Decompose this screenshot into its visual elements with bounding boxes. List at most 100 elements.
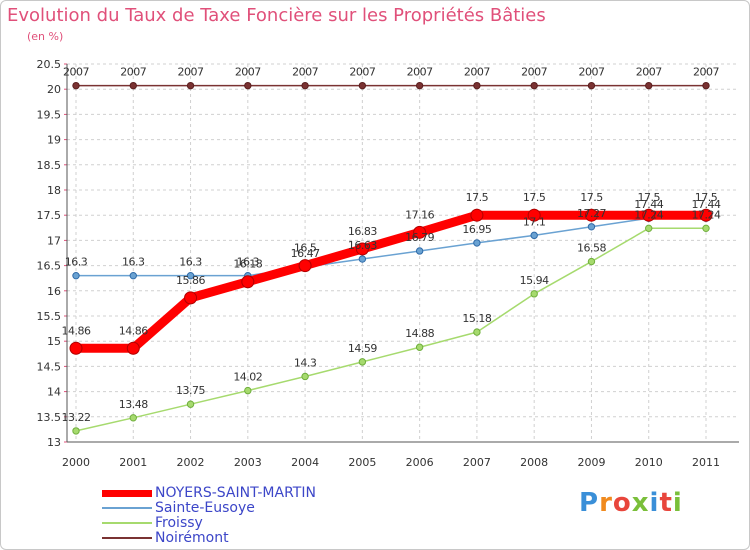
y-tick-label: 18 <box>47 184 61 197</box>
data-point-froissy <box>244 386 252 395</box>
data-point-noiremont <box>702 81 710 90</box>
legend-swatch-sainte-eusoye <box>102 507 152 509</box>
data-point-noyers-saint-martin <box>642 208 656 222</box>
data-point-froissy <box>530 290 538 298</box>
data-point-noiremont <box>129 81 137 90</box>
data-label-noyers-saint-martin: 17.5 <box>466 191 489 204</box>
data-point-froissy <box>415 343 424 351</box>
brand-letter: i <box>649 488 660 518</box>
data-label-noyers-saint-martin: 17.5 <box>523 191 546 204</box>
y-tick-label: 14.5 <box>37 360 62 373</box>
data-label-froissy: 15.94 <box>520 274 549 287</box>
data-label-noiremont: 2007 <box>349 66 375 79</box>
data-label-froissy: 14.3 <box>294 356 317 369</box>
data-point-sainte-eusoye <box>473 239 481 247</box>
brand-letter: r <box>599 488 613 518</box>
data-label-noiremont: 2007 <box>63 66 89 79</box>
data-label-sainte-eusoye: 16.3 <box>179 256 202 269</box>
y-tick-label: 19 <box>47 134 61 147</box>
data-point-froissy <box>645 224 653 233</box>
legend-label-sainte-eusoye: Sainte-Eusoye <box>155 500 255 516</box>
data-point-sainte-eusoye <box>72 271 80 280</box>
y-tick-label: 16 <box>47 285 61 298</box>
y-tick-label: 20 <box>47 83 61 96</box>
data-label-noiremont: 2007 <box>636 66 662 79</box>
y-tick-label: 15.5 <box>37 310 62 323</box>
x-tick-label: 2006 <box>406 456 434 469</box>
data-point-noyers-saint-martin <box>413 225 427 239</box>
x-tick-label: 2000 <box>62 456 90 469</box>
data-point-sainte-eusoye <box>530 231 538 240</box>
legend-swatch-noiremont <box>102 537 152 539</box>
data-point-noiremont <box>530 81 538 90</box>
data-label-noyers-saint-martin: 17.16 <box>405 208 434 221</box>
data-label-sainte-eusoye: 17.44 <box>692 198 721 211</box>
x-tick-label: 2002 <box>177 456 205 469</box>
data-label-noyers-saint-martin: 14.86 <box>119 324 148 337</box>
data-point-noiremont <box>645 81 653 90</box>
data-label-froissy: 13.75 <box>176 384 205 397</box>
data-label-sainte-eusoye: 17.1 <box>523 215 546 228</box>
data-label-noyers-saint-martin: 17.5 <box>580 191 603 204</box>
data-label-noyers-saint-martin: 14.86 <box>62 324 91 337</box>
data-point-noyers-saint-martin <box>699 208 713 222</box>
brand-letter: x <box>631 488 650 518</box>
data-label-noyers-saint-martin: 16.18 <box>233 258 262 271</box>
data-point-froissy <box>587 257 596 266</box>
y-tick-label: 15 <box>47 335 61 348</box>
data-point-noiremont <box>473 81 481 90</box>
data-label-froissy: 13.22 <box>62 411 91 424</box>
data-label-froissy: 14.02 <box>233 371 262 384</box>
y-tick-label: 19.5 <box>37 108 62 121</box>
data-point-noyers-saint-martin <box>126 341 140 355</box>
brand-logo: Proxiti <box>579 488 683 518</box>
data-label-froissy: 14.59 <box>348 342 377 355</box>
data-point-froissy <box>301 372 309 381</box>
data-point-froissy <box>473 328 481 336</box>
brand-letter: t <box>659 488 673 518</box>
data-label-sainte-eusoye: 16.3 <box>237 256 260 269</box>
data-label-noiremont: 2007 <box>120 66 146 79</box>
data-point-noiremont <box>301 81 309 90</box>
data-point-sainte-eusoye <box>587 223 596 231</box>
data-label-noyers-saint-martin: 17.5 <box>637 191 660 204</box>
data-point-froissy <box>186 400 195 408</box>
series-line-sainte-eusoye <box>75 217 707 277</box>
data-point-froissy <box>129 414 137 422</box>
data-point-sainte-eusoye <box>129 271 137 280</box>
data-label-sainte-eusoye: 16.63 <box>348 239 377 252</box>
data-point-noyers-saint-martin <box>69 341 83 355</box>
data-label-sainte-eusoye: 17.27 <box>577 207 606 220</box>
data-point-froissy <box>702 224 710 233</box>
data-label-froissy: 14.88 <box>405 327 434 340</box>
series-line-noyers-saint-martin <box>71 210 711 353</box>
data-label-noiremont: 2007 <box>407 66 433 79</box>
data-point-noyers-saint-martin <box>527 208 541 222</box>
data-point-froissy <box>72 427 80 435</box>
legend-swatch-noyers <box>102 490 152 497</box>
data-point-noyers-saint-martin <box>355 242 369 256</box>
brand-letter: o <box>612 488 632 518</box>
y-tick-label: 17 <box>47 234 61 247</box>
data-label-noiremont: 2007 <box>521 66 547 79</box>
brand-letter: i <box>672 488 683 518</box>
x-tick-label: 2003 <box>234 456 262 469</box>
data-point-noyers-saint-martin <box>241 275 255 289</box>
x-tick-label: 2008 <box>520 456 548 469</box>
y-tick-label: 17.5 <box>37 209 62 222</box>
data-point-noiremont <box>358 81 367 90</box>
data-label-noiremont: 2007 <box>578 66 604 79</box>
data-point-noiremont <box>186 81 195 90</box>
data-label-noyers-saint-martin: 16.83 <box>348 225 377 238</box>
data-label-noiremont: 2007 <box>178 66 204 79</box>
legend-label-froissy: Froissy <box>155 515 203 531</box>
data-label-sainte-eusoye: 16.79 <box>405 231 434 244</box>
x-tick-label: 2001 <box>119 456 147 469</box>
data-point-sainte-eusoye <box>186 271 195 280</box>
x-tick-label: 2005 <box>348 456 376 469</box>
data-label-noyers-saint-martin: 15.86 <box>176 274 205 287</box>
data-point-noyers-saint-martin <box>584 208 598 222</box>
data-label-noyers-saint-martin: 17.5 <box>695 191 718 204</box>
data-point-noyers-saint-martin <box>184 291 198 305</box>
